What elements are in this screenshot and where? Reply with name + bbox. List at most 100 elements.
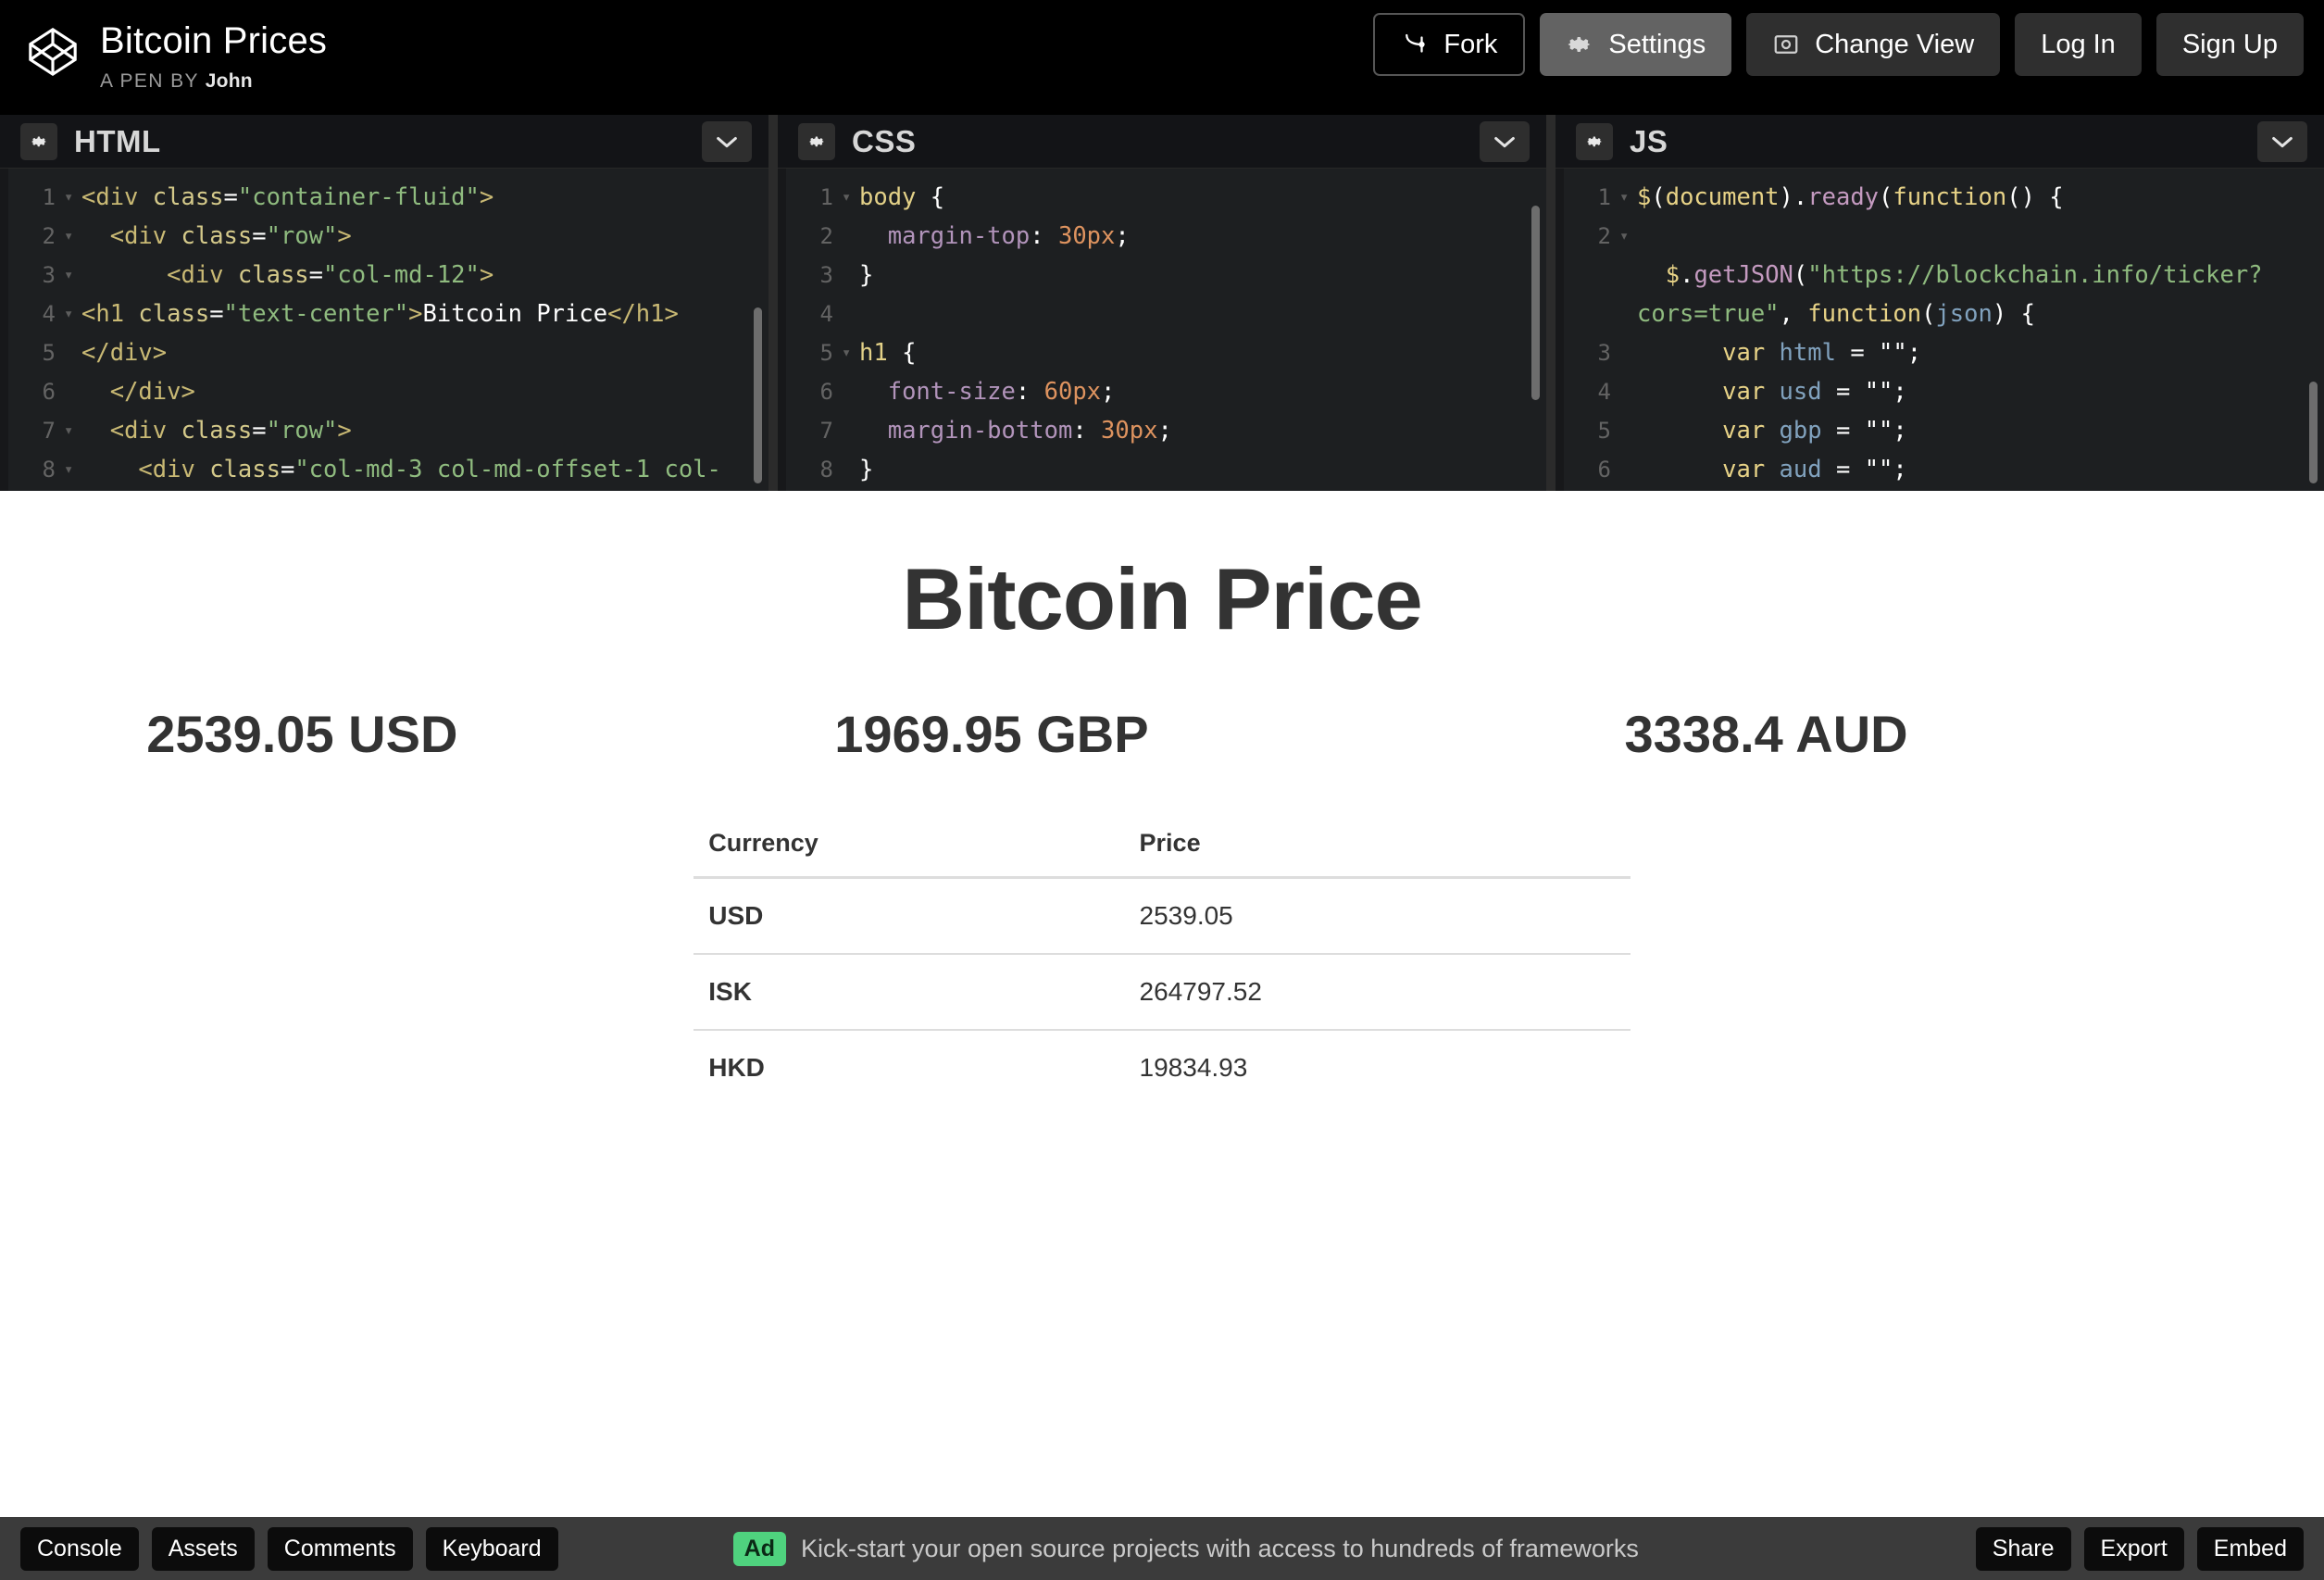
pane-title-html: HTML [74,123,161,158]
editor-scrollbar-html[interactable] [754,307,762,483]
editor-pane-js: JS 1 ▾ $(document).ready(function() { 2 ▾ $… [1546,115,2324,491]
cell-currency: ISK [693,953,1125,1030]
embed-button[interactable]: Embed [2196,1526,2304,1571]
code-line: 1 ▾ $(document).ready(function() { [1556,178,2324,217]
pane-header-html: HTML [0,115,768,169]
aud-price: 3338.4 AUD [1624,705,1908,763]
preview-price-row: 2539.05 USD 1969.95 GBP 3338.4 AUD [0,704,2324,764]
gear-icon[interactable] [20,122,57,160]
code-editor-js[interactable]: 1 ▾ $(document).ready(function() { 2 ▾ $.ge… [1556,169,2324,491]
gear-icon[interactable] [1576,122,1613,160]
code-text: body { [859,183,945,211]
editor-scrollbar-js[interactable] [2309,382,2318,483]
line-number: 3 [1597,340,1611,366]
fold-arrow-icon[interactable]: ▾ [64,305,74,323]
gear-icon[interactable] [798,122,835,160]
code-line: 3 var html = ""; [1556,333,2324,372]
code-line: 2 ▾ <div class="row"> [0,217,768,256]
gutter-rail [1556,169,1564,491]
pen-byline: A PEN BY John [100,68,327,95]
chevron-down-icon[interactable] [1480,120,1530,162]
fold-arrow-icon[interactable]: ▾ [64,266,74,284]
fold-arrow-icon[interactable]: ▾ [1619,188,1630,207]
line-number: 3 [819,262,833,288]
code-line: 2 margin-top: 30px; [778,217,1546,256]
share-button[interactable]: Share [1975,1526,2071,1571]
code-text: $.getJSON("https://blockchain.info/ticke… [1637,261,2263,328]
change-view-button-label: Change View [1815,29,1975,59]
code-line: 7 ▾ <div class="row"> [0,411,768,450]
line-number: 5 [819,340,833,366]
chevron-down-icon[interactable] [702,120,752,162]
line-number: 7 [42,418,56,444]
fold-arrow-icon[interactable]: ▾ [842,344,852,362]
fold-arrow-icon[interactable]: ▾ [64,460,74,479]
pane-title-css: CSS [852,123,917,158]
login-button-label: Log In [2041,29,2116,59]
code-text: <h1 class="text-center">Bitcoin Price</h… [81,300,679,328]
chevron-down-icon[interactable] [2257,120,2307,162]
assets-button[interactable]: Assets [151,1526,255,1571]
code-text: <div class="col-md-3 col-md-offset-1 col… [138,456,721,483]
fold-arrow-icon[interactable]: ▾ [1619,227,1630,245]
line-number: 8 [819,457,833,483]
top-header-bar: Bitcoin Prices A PEN BY John Fork [0,0,2324,115]
code-text: } [859,261,874,289]
line-number: 1 [1597,184,1611,210]
code-text: margin-bottom: 30px; [887,417,1172,445]
bottom-right-actions: Share Export Embed [1975,1526,2304,1571]
layout-icon [1772,31,1800,58]
line-number: 2 [819,223,833,249]
login-button[interactable]: Log In [2015,13,2142,76]
export-button[interactable]: Export [2083,1526,2184,1571]
code-line: 6 font-size: 60px; [778,372,1546,411]
editor-pane-html: HTML 1 ▾ <div class="container-fluid"> 2 ▾ … [0,115,768,491]
code-line: 8 ▾ <div class="col-md-3 col-md-offset-1 … [0,450,768,491]
gear-icon [1566,31,1593,58]
bottom-toolbar: Console Assets Comments Keyboard Ad Kick… [0,1517,2324,1580]
pane-header-css: CSS [778,115,1546,169]
code-text: $(document).ready(function() { [1637,183,2064,211]
gutter-rail [778,169,786,491]
column-header-currency: Currency [693,818,1125,879]
settings-button-label: Settings [1608,29,1706,59]
page-title: Bitcoin Prices [100,20,328,61]
code-editor-html[interactable]: 1 ▾ <div class="container-fluid"> 2 ▾ <div … [0,169,768,491]
cell-price: 264797.52 [1124,953,1631,1030]
code-editor-css[interactable]: 1 ▾ body { 2 margin-top: 30px; 3} 4 5 ▾ h1 {… [778,169,1546,491]
header-actions: Fork Settings Change View [1373,13,2304,76]
settings-button[interactable]: Settings [1540,13,1732,76]
code-text: margin-top: 30px; [887,222,1130,250]
code-line: $.getJSON("https://blockchain.info/ticke… [1556,256,2324,333]
line-number: 1 [819,184,833,210]
ad-banner[interactable]: Ad Kick-start your open source projects … [732,1531,1639,1566]
code-text: var aud = ""; [1722,456,1907,483]
fork-button[interactable]: Fork [1373,13,1526,76]
pane-title-js: JS [1630,123,1668,158]
usd-price: 2539.05 USD [146,705,458,763]
fold-arrow-icon[interactable]: ▾ [64,188,74,207]
line-number: 8 [42,457,56,483]
pen-author: John [205,70,253,92]
line-number: 4 [819,301,833,327]
line-number: 4 [1597,379,1611,405]
code-text: } [859,456,874,483]
change-view-button[interactable]: Change View [1746,13,2001,76]
fold-arrow-icon[interactable]: ▾ [64,421,74,440]
editor-scrollbar-css[interactable] [1531,206,1540,400]
comments-button[interactable]: Comments [267,1526,413,1571]
fold-arrow-icon[interactable]: ▾ [64,227,74,245]
fold-arrow-icon[interactable]: ▾ [842,188,852,207]
code-text: var gbp = ""; [1722,417,1907,445]
keyboard-button[interactable]: Keyboard [425,1526,558,1571]
table-row: ISK 264797.52 [693,953,1631,1030]
code-text [1637,217,2313,256]
preview-iframe: Bitcoin Price 2539.05 USD 1969.95 GBP 33… [0,491,2324,1517]
code-line: 1 ▾ body { [778,178,1546,217]
console-button[interactable]: Console [20,1526,139,1571]
pen-brand: Bitcoin Prices A PEN BY John [26,19,327,95]
signup-button[interactable]: Sign Up [2155,13,2304,76]
pane-header-js: JS [1556,115,2324,169]
line-number: 7 [819,418,833,444]
